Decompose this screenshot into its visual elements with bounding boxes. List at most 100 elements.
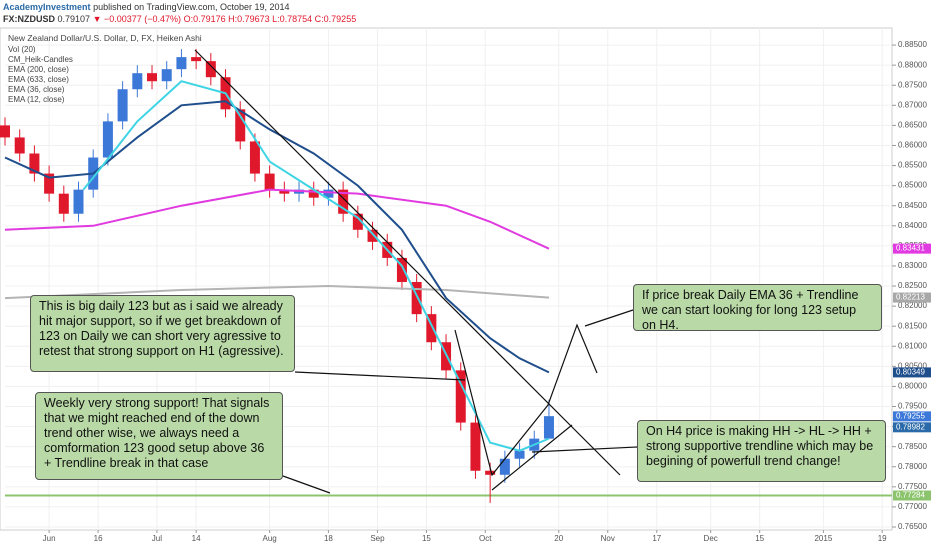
y-tick-label: 0.77000: [898, 502, 927, 511]
legend-entry: Vol (20): [8, 45, 36, 54]
candle-body: [279, 189, 290, 194]
x-tick-label: Jul: [152, 534, 162, 543]
candle-body: [367, 229, 378, 242]
candle-body: [308, 189, 319, 198]
candle-body: [44, 173, 55, 194]
price-tag-label: 0.83431: [896, 244, 925, 253]
y-tick-label: 0.79500: [898, 402, 927, 411]
pointer: [294, 371, 466, 381]
x-tick-label: 15: [422, 534, 431, 543]
change: ▼ −0.00377 (−0.47%): [92, 14, 182, 24]
candle-body: [264, 173, 275, 190]
candle-body: [352, 213, 363, 230]
legend-entry: CM_Heik-Candles: [8, 55, 73, 64]
price-tag-label: 0.77284: [896, 491, 925, 500]
candle-body: [0, 125, 10, 138]
x-tick-label: 14: [192, 534, 201, 543]
candle-body: [426, 314, 437, 343]
candle-body: [338, 189, 349, 214]
y-tick-label: 0.85500: [898, 161, 927, 170]
candle-body: [73, 189, 84, 214]
pointer: [584, 309, 634, 327]
annotation: On H4 price is making HH -> HL -> HH + s…: [637, 420, 886, 482]
support-trend: [491, 424, 573, 491]
drawings: [194, 49, 638, 494]
y-tick-label: 0.87000: [898, 100, 927, 109]
candle-body: [323, 189, 334, 198]
legend-entry: EMA (633, close): [8, 75, 69, 84]
price-tag: [893, 411, 931, 422]
annotation: This is big daily 123 but as i said we a…: [30, 295, 295, 372]
candle-body: [411, 282, 422, 315]
y-tick-label: 0.82000: [898, 301, 927, 310]
price-tag: [893, 367, 931, 378]
x-tick-label: 17: [652, 534, 661, 543]
y-tick-label: 0.88500: [898, 40, 927, 49]
candle-body: [514, 450, 525, 459]
x-tick-label: 16: [94, 534, 103, 543]
x-tick-label: 20: [554, 534, 563, 543]
candle-body: [470, 422, 481, 471]
header-line: AcademyInvestment published on TradingVi…: [3, 2, 290, 12]
chart-title: New Zealand Dollar/U.S. Dollar, D, FX, H…: [8, 33, 202, 43]
y-tick-label: 0.87500: [898, 80, 927, 89]
y-tick-label: 0.80000: [898, 382, 927, 391]
y-tick-label: 0.88000: [898, 60, 927, 69]
x-tick-label: 15: [755, 534, 764, 543]
x-tick-label: Sep: [370, 534, 385, 543]
x-tick-label: Dec: [704, 534, 718, 543]
candle-body: [499, 458, 510, 475]
candle-body: [147, 73, 158, 82]
candle-body: [191, 57, 202, 62]
author: AcademyInvestment: [3, 2, 91, 12]
price-tag: [893, 422, 931, 433]
y-tick-label: 0.80500: [898, 361, 927, 370]
x-tick-label: Oct: [479, 534, 492, 543]
y-tick-label: 0.84500: [898, 201, 927, 210]
x-tick-label: Jun: [43, 534, 56, 543]
y-tick-label: 0.82500: [898, 281, 927, 290]
y-tick-label: 0.84000: [898, 221, 927, 230]
candle-body: [485, 470, 496, 475]
y-tick-label: 0.81500: [898, 321, 927, 330]
header-line: FX:NZDUSD 0.79107 ▼ −0.00377 (−0.47%) O:…: [3, 14, 356, 24]
x-tick-label: Aug: [263, 534, 277, 543]
price-tag: [893, 490, 931, 501]
x-tick-label: Nov: [601, 534, 615, 543]
candle-body: [176, 57, 187, 70]
candle-body: [58, 193, 69, 214]
ema-line: [4, 188, 550, 250]
x-tick-label: 18: [324, 534, 333, 543]
candle-body: [117, 89, 128, 122]
y-tick-label: 0.77500: [898, 482, 927, 491]
x-tick-label: 19: [878, 534, 887, 543]
candle-body: [249, 141, 260, 174]
pointer: [531, 446, 638, 453]
price-tag-label: 0.79255: [896, 411, 925, 420]
candle-body: [455, 370, 466, 423]
y-tick-label: 0.81000: [898, 341, 927, 350]
legend-entry: EMA (36, close): [8, 85, 65, 94]
y-tick-label: 0.78500: [898, 442, 927, 451]
price-tag-label: 0.80349: [896, 368, 925, 377]
price-tag: [893, 243, 931, 254]
ema-line: [4, 285, 550, 300]
candle-body: [132, 73, 143, 90]
price-tag: [893, 292, 931, 303]
candle-body: [543, 416, 554, 439]
y-tick-label: 0.86000: [898, 141, 927, 150]
annotation: If price break Daily EMA 36 + Trendline …: [633, 284, 882, 332]
candle-body: [205, 61, 216, 78]
projection: [547, 323, 598, 406]
pattern-123: [454, 329, 549, 477]
candle-body: [235, 109, 246, 142]
y-tick-label: 0.85000: [898, 181, 927, 190]
candle-body: [14, 137, 25, 154]
y-tick-label: 0.83000: [898, 261, 927, 270]
x-tick-label: 2015: [814, 534, 832, 543]
price-tag-label: 0.78982: [896, 422, 925, 431]
legend-entry: EMA (12, close): [8, 95, 65, 104]
y-tick-label: 0.76500: [898, 522, 927, 531]
candle-body: [102, 121, 113, 158]
legend-entry: EMA (200, close): [8, 65, 69, 74]
